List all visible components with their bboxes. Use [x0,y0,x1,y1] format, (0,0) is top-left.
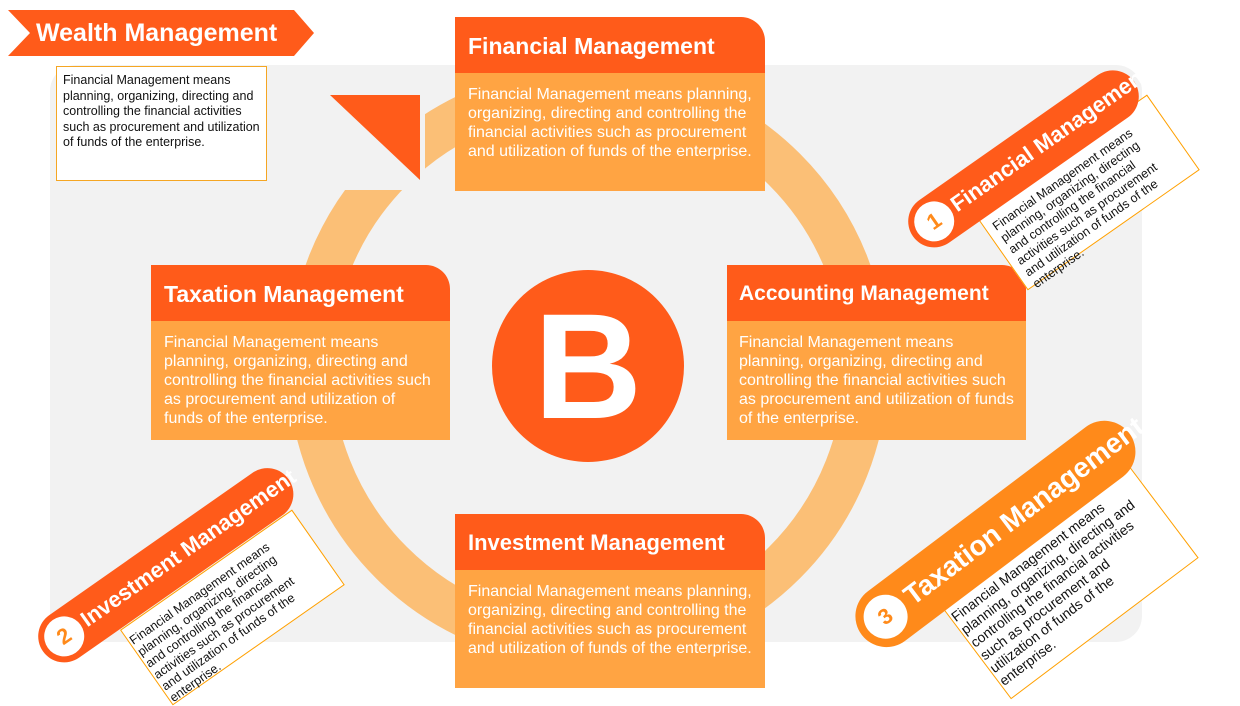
card-investment-title: Investment Management [455,514,765,570]
card-accounting-title: Accounting Management [727,265,1026,321]
card-financial-body: Financial Management means planning, org… [455,73,765,191]
card-taxation-body: Financial Management means planning, org… [151,321,450,440]
card-accounting-body: Financial Management means planning, org… [727,321,1026,440]
title-banner [8,10,314,56]
intro-note: Financial Management means planning, org… [56,66,267,181]
page-title: Wealth Management [36,19,278,47]
cycle-arrow-head [330,95,420,180]
center-letter: B [533,282,643,450]
card-investment-body: Financial Management means planning, org… [455,570,765,688]
center-logo-circle [492,270,684,462]
card-financial-title: Financial Management [455,17,765,73]
card-taxation-title: Taxation Management [151,265,450,321]
